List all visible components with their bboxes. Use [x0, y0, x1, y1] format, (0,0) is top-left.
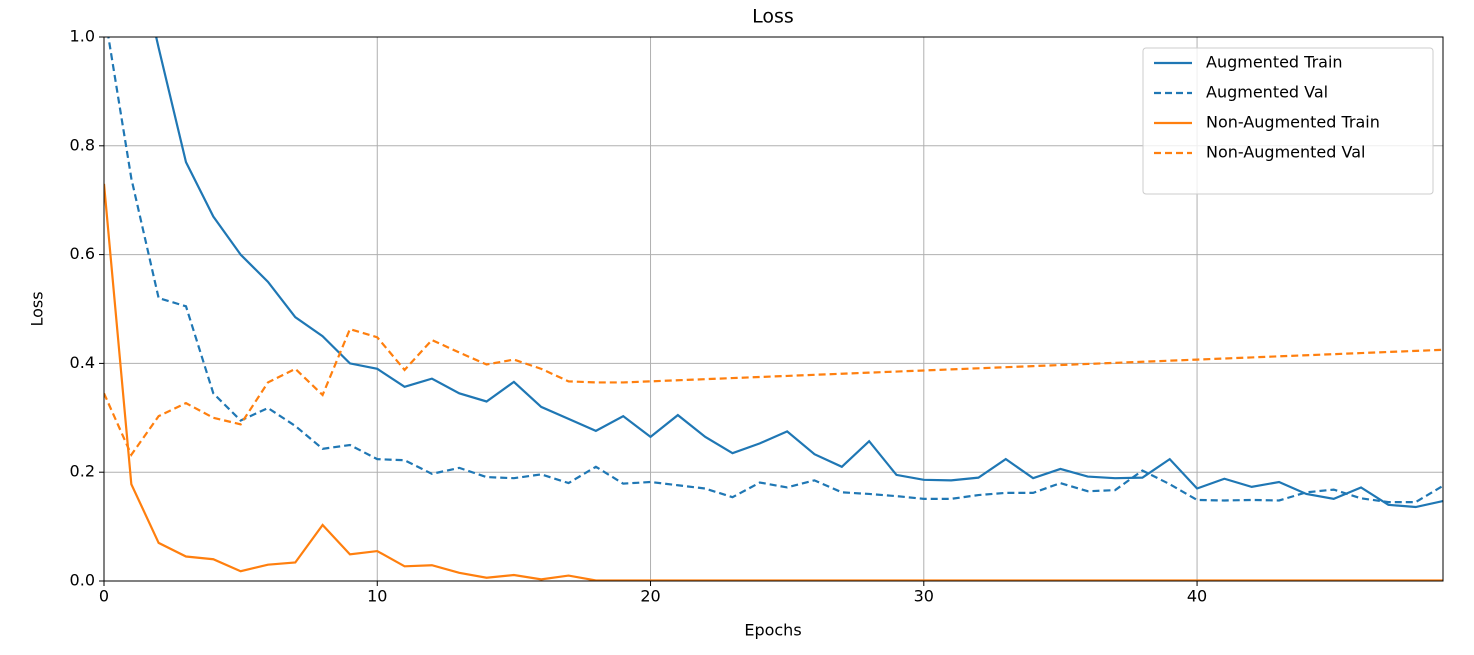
x-tick-label: 40: [1187, 587, 1207, 606]
y-tick-label: 0.8: [70, 135, 95, 154]
plot-lines: [104, 37, 1443, 581]
y-tick-label: 0.0: [70, 571, 95, 590]
series-line: [155, 37, 1443, 509]
plot-frame: [103, 36, 1444, 582]
x-axis-label: Epochs: [744, 621, 801, 640]
series-line: [104, 183, 1443, 581]
y-tick-label: 0.4: [70, 353, 95, 372]
legend-box: [1142, 47, 1434, 195]
y-tick-label: 0.6: [70, 244, 95, 263]
legend-label: Non-Augmented Val: [1206, 143, 1365, 162]
series-line: [107, 37, 1443, 504]
chart-title: Loss: [752, 6, 794, 28]
x-tick-label: 30: [914, 587, 934, 606]
legend: Augmented Train Augmented Val Non-Augmente…: [1142, 47, 1434, 195]
y-tick-label: 1.0: [70, 27, 95, 46]
legend-label: Augmented Train: [1206, 53, 1343, 72]
y-axis-label: Loss: [28, 291, 47, 326]
y-tick-label: 0.2: [70, 462, 95, 481]
x-tick-label: 20: [640, 587, 660, 606]
x-tick-label: 10: [367, 587, 387, 606]
series-line: [104, 327, 1443, 458]
legend-label: Non-Augmented Train: [1206, 113, 1380, 132]
x-tick-label: 0: [99, 587, 109, 606]
legend-label: Augmented Val: [1206, 83, 1328, 102]
